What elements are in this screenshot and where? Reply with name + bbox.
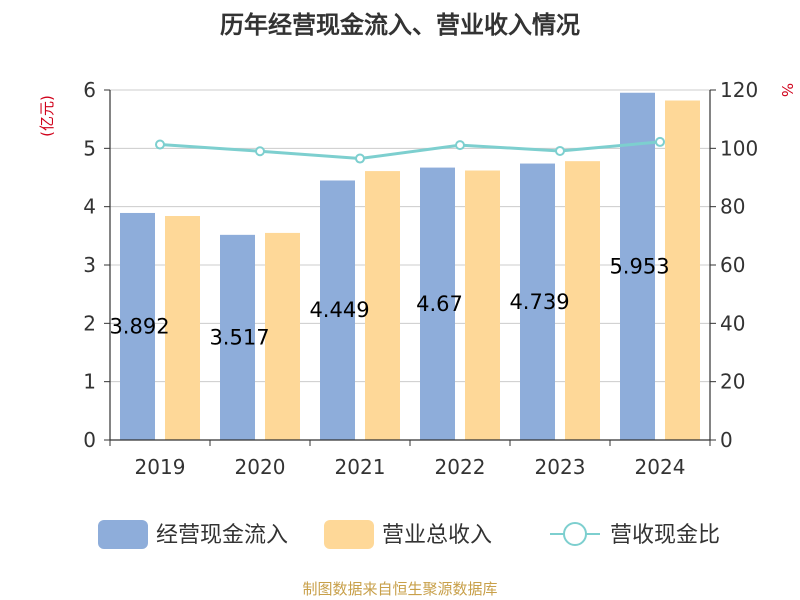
ratio-line-path <box>159 140 661 161</box>
data-label: 5.953 <box>609 254 669 278</box>
legend: 经营现金流入 营业总收入 营收现金比 <box>98 520 720 549</box>
ratio-point <box>155 139 165 150</box>
bar-营业总收入-2020 <box>265 232 300 440</box>
x-tick-label: 2020 <box>235 455 286 479</box>
right-axis-unit: % <box>778 83 796 97</box>
right-tick-label: 0 <box>720 428 733 452</box>
chart-title: 历年经营现金流入、营业收入情况 <box>220 11 580 39</box>
legend-marker <box>563 522 587 546</box>
left-tick-label: 0 <box>83 428 96 452</box>
ratio-point <box>455 140 465 151</box>
left-tick-label: 3 <box>83 253 96 277</box>
right-tick-label: 120 <box>720 78 758 102</box>
x-tick-label: 2021 <box>335 455 386 479</box>
x-tick-label: 2024 <box>635 455 686 479</box>
bar-经营现金流入-2019 <box>120 212 155 440</box>
left-tick-label: 1 <box>83 370 96 394</box>
left-tick-label: 4 <box>83 195 96 219</box>
bar-经营现金流入-2022 <box>420 167 455 441</box>
bars <box>120 92 700 441</box>
bar-经营现金流入-2020 <box>220 234 255 440</box>
legend-label: 营收现金比 <box>610 523 720 548</box>
ratio-point <box>255 146 265 157</box>
x-tick-label: 2019 <box>135 455 186 479</box>
bar-营业总收入-2023 <box>565 161 600 440</box>
left-tick-label: 2 <box>83 311 96 335</box>
data-label: 4.67 <box>416 292 463 316</box>
bar-营业总收入-2021 <box>365 171 400 441</box>
ratio-point <box>355 153 365 164</box>
ratio-line <box>155 136 665 164</box>
left-axis-unit: (亿元) <box>38 95 56 137</box>
data-label: 3.892 <box>109 314 169 338</box>
data-labels: 3.892 3.517 4.449 4.67 4.739 5.953 <box>109 254 669 349</box>
right-tick-label: 100 <box>720 136 758 160</box>
data-label: 4.449 <box>309 298 369 322</box>
ratio-point <box>655 136 665 147</box>
bar-营业总收入-2024 <box>665 100 700 440</box>
right-tick-label: 20 <box>720 370 745 394</box>
right-tick-label: 80 <box>720 195 745 219</box>
left-tick-label: 6 <box>83 78 96 102</box>
x-tick-label: 2023 <box>535 455 586 479</box>
legend-swatch <box>324 520 374 549</box>
legend-swatch <box>98 520 148 549</box>
left-tick-label: 5 <box>83 136 96 160</box>
bar-经营现金流入-2023 <box>520 163 555 440</box>
right-tick-label: 40 <box>720 311 745 335</box>
source-note: 制图数据来自恒生聚源数据库 <box>302 580 497 598</box>
data-label: 4.739 <box>509 290 569 314</box>
data-label: 3.517 <box>209 325 269 349</box>
bar-经营现金流入-2024 <box>620 92 655 440</box>
ratio-point <box>555 145 565 156</box>
legend-label: 营业总收入 <box>382 523 492 548</box>
x-tick-label: 2022 <box>435 455 486 479</box>
bar-营业总收入-2022 <box>465 170 500 440</box>
right-tick-label: 60 <box>720 253 745 277</box>
bar-经营现金流入-2021 <box>320 180 355 440</box>
legend-label: 经营现金流入 <box>156 523 288 548</box>
bar-营业总收入-2019 <box>165 216 200 440</box>
